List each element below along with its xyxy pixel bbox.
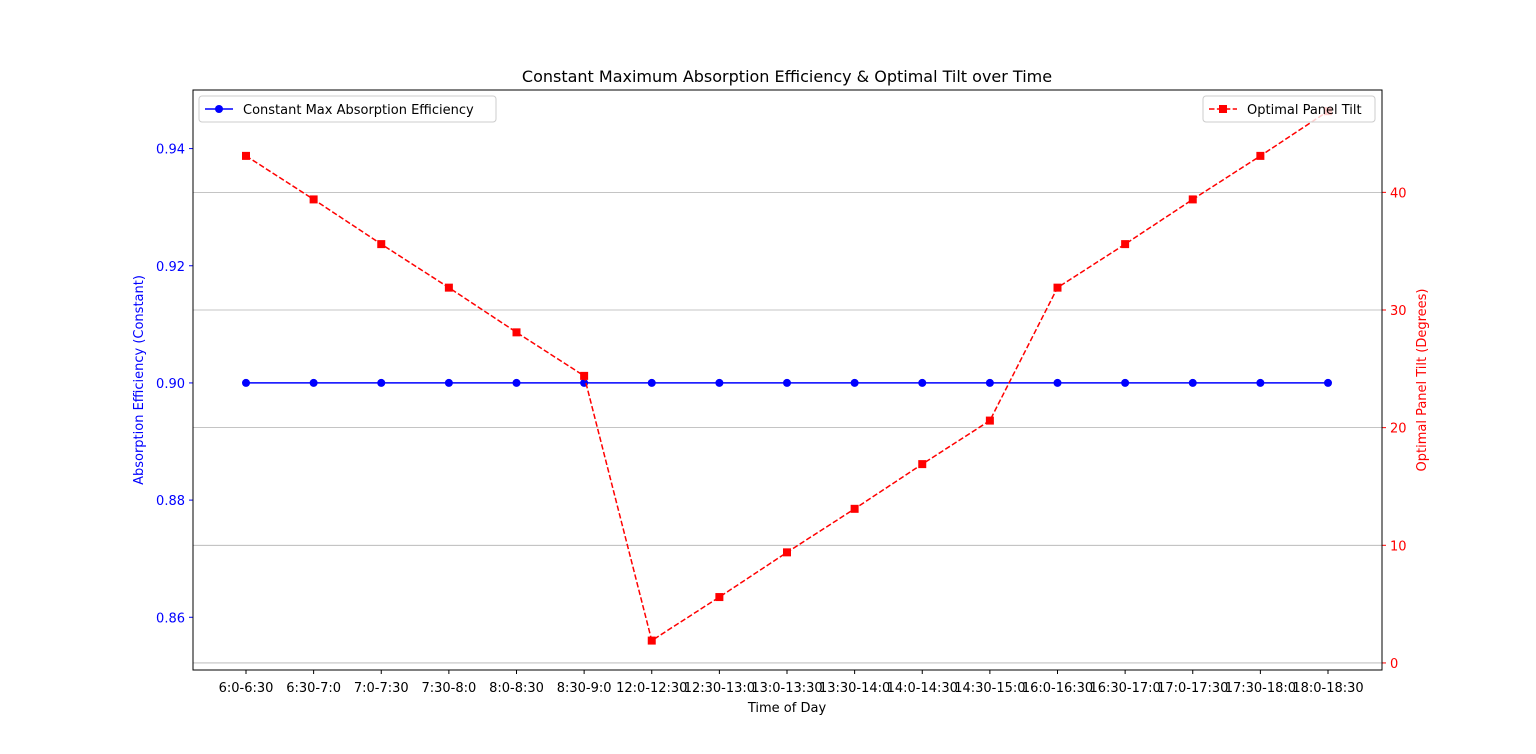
data-point	[783, 548, 791, 557]
data-point	[1256, 378, 1265, 387]
legend-left-box	[198, 95, 497, 123]
legend-right-marker	[1219, 105, 1227, 113]
legend-left: Constant Max Absorption Efficiency	[198, 95, 497, 123]
data-point	[1256, 151, 1265, 160]
right-y-tick-label: 40	[1390, 186, 1407, 201]
data-point	[1121, 240, 1130, 249]
x-tick-label: 12:30-13:0	[684, 681, 755, 696]
x-tick-label: 13:0-13:30	[751, 681, 822, 696]
data-point	[242, 151, 250, 160]
data-point	[1188, 378, 1197, 387]
x-axis-label: Time of Day	[747, 701, 827, 716]
left-y-tick-label: 0.88	[156, 494, 185, 509]
right-y-tick-label: 10	[1390, 539, 1407, 554]
x-tick-label: 18:0-18:30	[1292, 681, 1363, 696]
grid-lines	[193, 191, 1382, 664]
data-point	[715, 378, 724, 387]
legend-left-label: Constant Max Absorption Efficiency	[243, 103, 474, 118]
x-tick-label: 7:0-7:30	[354, 681, 409, 696]
x-tick-label: 14:30-15:0	[954, 681, 1025, 696]
legend-right: Optimal Panel Tilt	[1202, 95, 1376, 123]
x-tick-label: 6:30-7:0	[286, 681, 341, 696]
data-point	[985, 416, 994, 425]
data-point	[1053, 378, 1062, 387]
data-point	[1188, 195, 1197, 204]
x-tick-label: 8:30-9:0	[557, 681, 612, 696]
data-point	[850, 504, 859, 513]
series	[242, 107, 1332, 645]
data-point	[309, 378, 318, 387]
legend-right-label: Optimal Panel Tilt	[1247, 103, 1362, 118]
right-y-tick-label: 20	[1390, 422, 1407, 437]
series-optimal-tilt	[242, 107, 1332, 645]
left-y-axis-label: Absorption Efficiency (Constant)	[132, 275, 147, 485]
data-point	[444, 283, 453, 292]
chart-title: Constant Maximum Absorption Efficiency &…	[522, 67, 1052, 86]
right-y-tick-label: 0	[1390, 657, 1398, 672]
x-tick-label: 6:0-6:30	[219, 681, 274, 696]
plot-frame	[192, 89, 1383, 671]
series-absorption-efficiency	[242, 378, 1332, 387]
left-y-tick-label: 0.92	[156, 260, 185, 275]
data-point	[918, 460, 927, 469]
x-tick-label: 7:30-8:0	[421, 681, 476, 696]
data-point	[850, 378, 859, 387]
x-tick-label: 17:0-17:30	[1157, 681, 1228, 696]
data-point	[377, 240, 386, 249]
x-tick-label: 13:30-14:0	[819, 681, 890, 696]
left-y-tick-label: 0.86	[156, 611, 185, 626]
data-point	[309, 195, 318, 204]
data-point	[512, 328, 521, 337]
x-tick-label: 16:30-17:0	[1089, 681, 1160, 696]
data-point	[242, 378, 250, 387]
data-point	[715, 593, 724, 602]
data-point	[580, 371, 589, 380]
legend-left-marker	[215, 105, 223, 113]
right-y-axis-label: Optimal Panel Tilt (Degrees)	[1415, 289, 1430, 472]
data-point	[647, 636, 656, 645]
data-point	[1324, 378, 1332, 387]
data-point	[647, 378, 656, 387]
data-point	[377, 378, 386, 387]
series-line	[245, 110, 1329, 642]
data-point	[444, 378, 453, 387]
left-y-tick-label: 0.94	[156, 143, 185, 158]
x-tick-label: 8:0-8:30	[489, 681, 544, 696]
x-tick-label: 12:0-12:30	[616, 681, 687, 696]
right-y-tick-label: 30	[1390, 304, 1407, 319]
x-tick-label: 16:0-16:30	[1022, 681, 1093, 696]
x-tick-label: 17:30-18:0	[1225, 681, 1296, 696]
data-point	[918, 378, 927, 387]
data-point	[783, 378, 791, 387]
data-point	[1053, 283, 1062, 292]
x-tick-label: 14:0-14:30	[887, 681, 958, 696]
legend-right-box	[1202, 95, 1376, 123]
axes: 0.86 0.88 0.90 0.92 0.94 0 10 20 30 40 6:0-6:30 6:3…	[156, 143, 1407, 696]
data-point	[1121, 378, 1130, 387]
data-point	[985, 378, 994, 387]
data-point	[512, 378, 521, 387]
left-y-tick-label: 0.90	[156, 377, 185, 392]
